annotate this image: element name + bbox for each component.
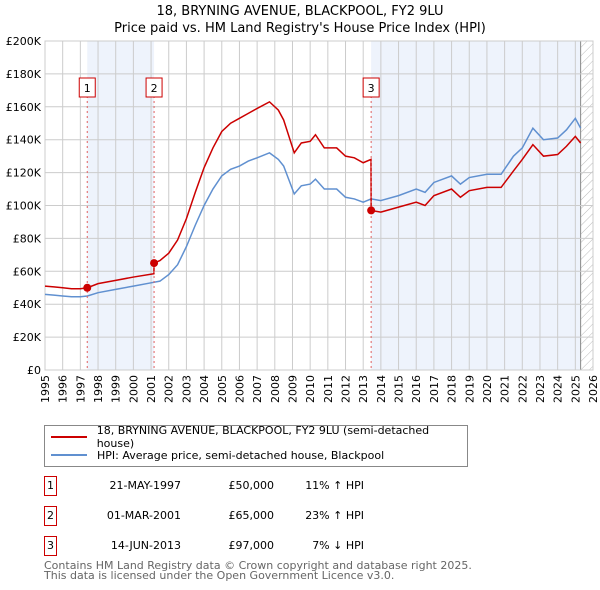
plot-frame — [44, 40, 594, 371]
transaction-row: 2 01-MAR-2001 £65,000 23% ↑ HPI — [44, 506, 444, 526]
y-tick-label: £140K — [6, 134, 42, 147]
transaction-date: 21-MAY-1997 — [109, 479, 181, 492]
hpi-line — [44, 116, 582, 298]
price-chart: 1995 1996 1997 1998 1999 2000 2001 2002 2003 2004… — [6, 35, 600, 403]
hpi-legend-swatch — [51, 454, 87, 456]
footer: Contains HM Land Registry data © Crown c… — [44, 559, 472, 582]
x-tick-label: 2021 — [499, 375, 512, 403]
x-tick-label: 2018 — [446, 375, 459, 403]
x-tick-label: 2025 — [569, 375, 582, 403]
x-tick-label: 2006 — [233, 375, 246, 403]
transaction-number: 3 — [44, 536, 57, 556]
chart-subtitle: Price paid vs. HM Land Registry's House … — [114, 21, 486, 36]
sale-label: 2 — [151, 82, 158, 95]
x-tick-label: 2017 — [428, 375, 441, 403]
x-tick-label: 2026 — [587, 375, 600, 403]
x-tick-label: 2011 — [322, 375, 335, 403]
x-tick-label: 2007 — [251, 375, 264, 403]
x-tick-label: 2015 — [393, 375, 406, 403]
x-tick-label: 1999 — [110, 375, 123, 403]
x-tick-label: 2014 — [375, 375, 388, 403]
y-tick-label: £60K — [13, 265, 42, 278]
property-legend-swatch — [51, 436, 87, 438]
y-tick-label: £40K — [13, 298, 42, 311]
transaction-hpi-diff: 23% ↑ HPI — [305, 509, 364, 522]
transaction-row: 1 21-MAY-1997 £50,000 11% ↑ HPI — [44, 476, 444, 496]
property-price-line — [44, 100, 582, 290]
x-tick-label: 2013 — [357, 375, 370, 403]
x-tick-label: 2024 — [552, 375, 565, 403]
sale-label: 1 — [84, 82, 91, 95]
sale-point — [150, 259, 159, 268]
property-legend-label: 18, BRYNING AVENUE, BLACKPOOL, FY2 9LU (… — [96, 424, 430, 450]
x-tick-label: 2010 — [304, 375, 317, 403]
x-tick-label: 2019 — [463, 375, 476, 403]
y-tick-label: £80K — [13, 232, 42, 245]
y-tick-label: £0 — [27, 364, 41, 377]
transaction-date: 01-MAR-2001 — [106, 509, 181, 522]
y-tick-label: £20K — [13, 331, 42, 344]
x-tick-label: 2005 — [216, 375, 229, 403]
sale-label-box — [78, 77, 96, 98]
y-tick-label: £200K — [6, 35, 42, 48]
chart-legend: 18, BRYNING AVENUE, BLACKPOOL, FY2 9LU (… — [44, 424, 468, 467]
chart-title: 18, BRYNING AVENUE, BLACKPOOL, FY2 9LU — [156, 4, 444, 19]
transaction-number: 1 — [44, 476, 57, 496]
y-tick-label: £120K — [6, 167, 42, 180]
x-tick-label: 1997 — [74, 375, 87, 403]
footer-copyright: Contains HM Land Registry data © Crown c… — [44, 559, 472, 572]
transaction-row: 3 14-JUN-2013 £97,000 7% ↓ HPI — [44, 536, 444, 556]
y-tick-label: £100K — [6, 200, 42, 213]
x-tick-label: 2000 — [127, 375, 140, 403]
transaction-date: 14-JUN-2013 — [110, 539, 181, 552]
x-tick-label: 2002 — [163, 375, 176, 403]
transaction-hpi-diff: 11% ↑ HPI — [305, 479, 364, 492]
y-tick-label: £160K — [6, 101, 42, 114]
x-tick-label: 1996 — [57, 375, 70, 403]
x-tick-label: 2009 — [286, 375, 299, 403]
x-tick-label: 2004 — [198, 375, 211, 403]
x-tick-label: 2016 — [410, 375, 423, 403]
x-tick-label: 2020 — [481, 375, 494, 403]
sale-label-box — [145, 77, 163, 98]
transaction-price: £65,000 — [228, 509, 275, 522]
transaction-number: 2 — [44, 506, 57, 526]
x-tick-label: 2003 — [180, 375, 193, 403]
sale-point — [83, 283, 92, 292]
y-tick-label: £180K — [6, 68, 42, 81]
transaction-price: £50,000 — [228, 479, 275, 492]
x-tick-label: 1995 — [39, 375, 52, 403]
hpi-legend-label: HPI: Average price, semi-detached house,… — [97, 448, 385, 462]
x-tick-label: 2023 — [534, 375, 547, 403]
x-tick-label: 1998 — [92, 375, 105, 403]
sale-label-box — [362, 77, 380, 98]
x-tick-label: 2001 — [145, 375, 158, 403]
footer-licence: This data is licensed under the Open Gov… — [44, 569, 395, 582]
sale-point — [367, 206, 376, 215]
transaction-hpi-diff: 7% ↓ HPI — [312, 539, 364, 552]
sale-label: 3 — [368, 82, 375, 95]
x-tick-label: 2022 — [516, 375, 529, 403]
transaction-price: £97,000 — [228, 539, 275, 552]
x-tick-label: 2012 — [340, 375, 353, 403]
x-tick-label: 2008 — [269, 375, 282, 403]
